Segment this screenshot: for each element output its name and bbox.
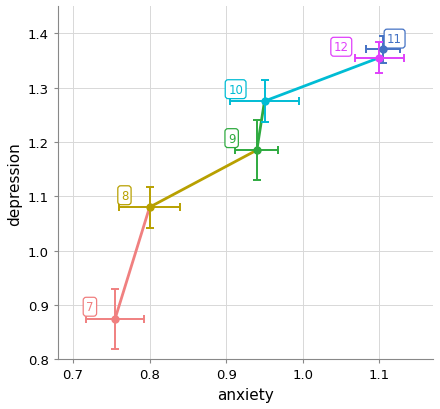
Text: 7: 7 (86, 301, 94, 313)
Text: 11: 11 (387, 33, 402, 46)
Text: 10: 10 (228, 83, 243, 97)
Text: 12: 12 (334, 41, 349, 54)
Text: 8: 8 (121, 189, 128, 202)
Text: 9: 9 (228, 133, 235, 145)
X-axis label: anxiety: anxiety (217, 387, 274, 402)
Y-axis label: depression: depression (7, 142, 22, 225)
